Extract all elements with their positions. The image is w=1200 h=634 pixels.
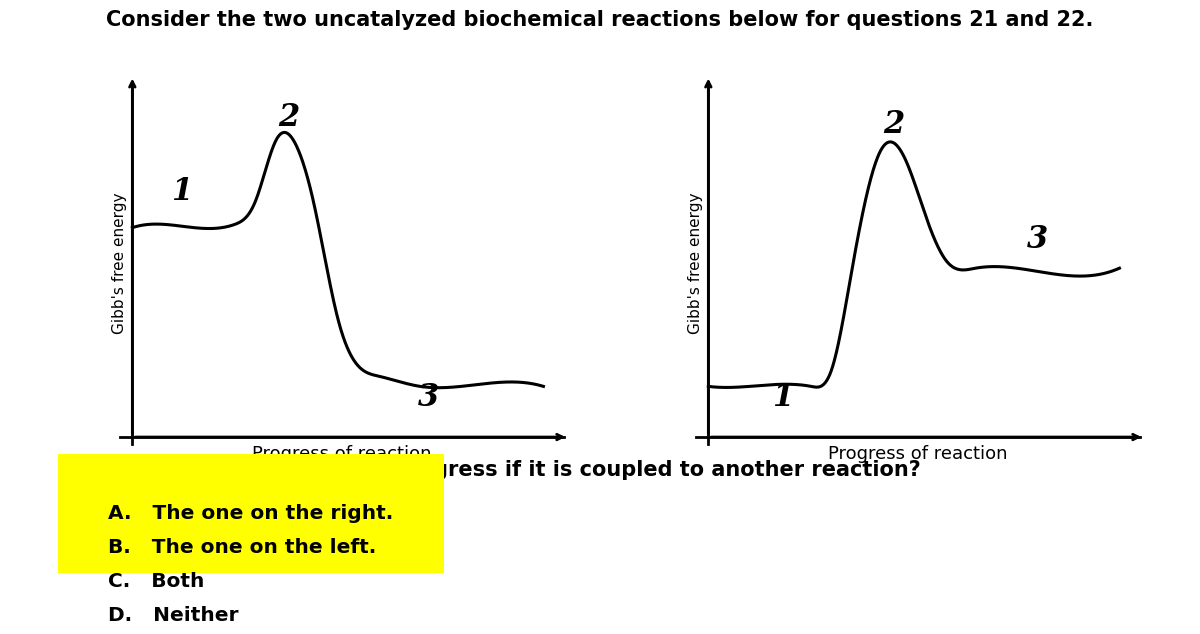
Text: 2: 2	[278, 102, 299, 133]
Text: A.   The one on the right.: A. The one on the right.	[108, 504, 394, 523]
X-axis label: Progress of reaction: Progress of reaction	[252, 445, 432, 463]
Text: D.   Neither: D. Neither	[108, 606, 239, 625]
Text: 21. Which reaction will only progress if it is coupled to another reaction?: 21. Which reaction will only progress if…	[60, 460, 920, 480]
Text: 1: 1	[172, 176, 192, 207]
X-axis label: Progress of reaction: Progress of reaction	[828, 445, 1008, 463]
Text: 1: 1	[772, 382, 793, 413]
Text: 3: 3	[418, 382, 439, 413]
Y-axis label: Gibb's free energy: Gibb's free energy	[112, 192, 127, 334]
Text: C.   Both: C. Both	[108, 572, 204, 591]
Text: 2: 2	[883, 109, 904, 140]
Text: Consider the two uncatalyzed biochemical reactions below for questions 21 and 22: Consider the two uncatalyzed biochemical…	[107, 10, 1093, 30]
Y-axis label: Gibb's free energy: Gibb's free energy	[688, 192, 703, 334]
Text: B.   The one on the left.: B. The one on the left.	[108, 538, 377, 557]
Text: 3: 3	[1026, 224, 1048, 255]
